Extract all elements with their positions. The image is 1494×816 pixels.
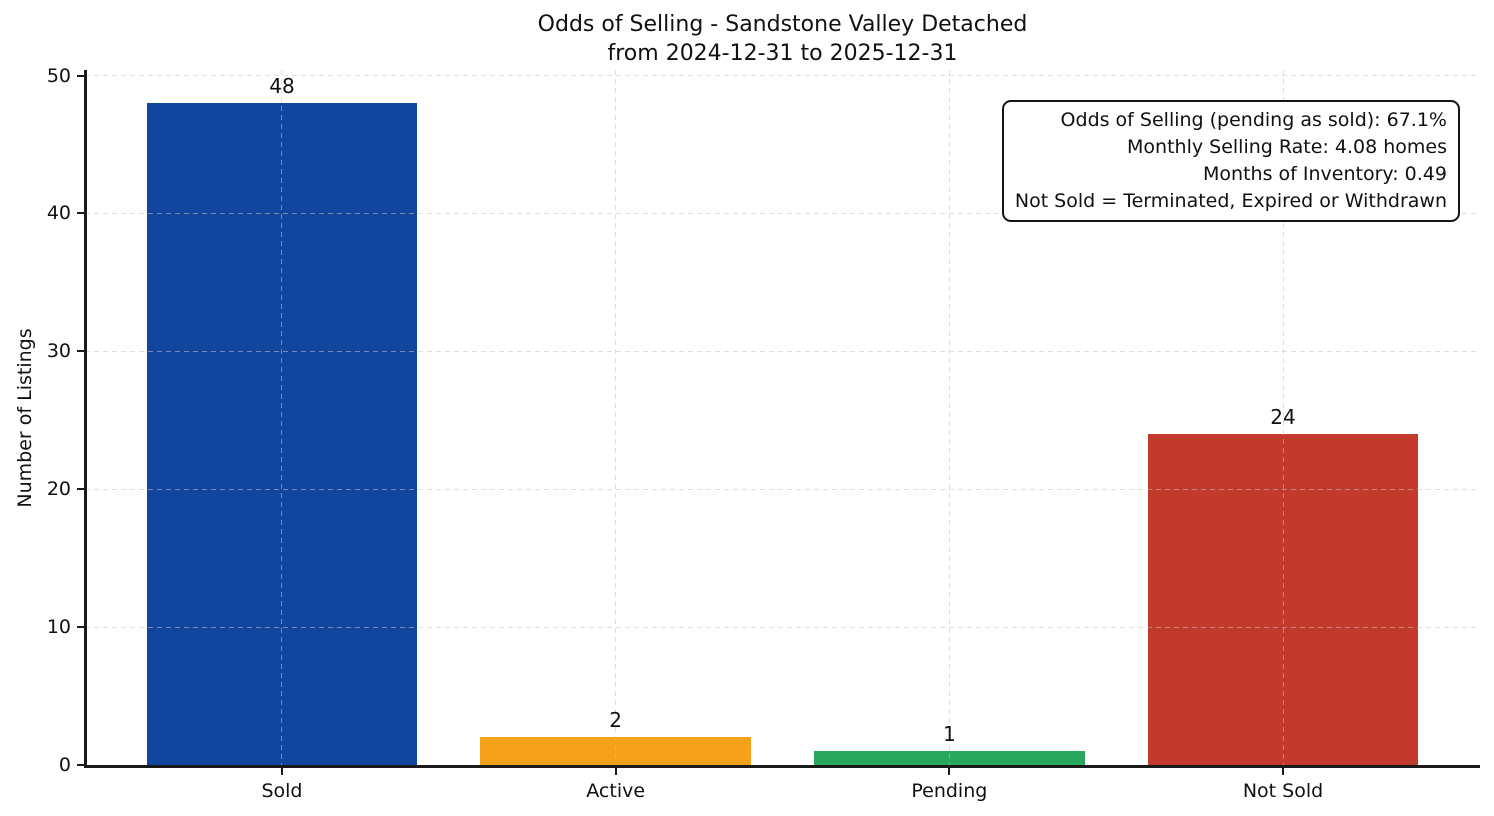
x-tick-label: Not Sold	[1242, 780, 1324, 802]
stat-monthly-selling-rate: Monthly Selling Rate: 4.08 homes	[1127, 136, 1447, 158]
y-axis-tick	[77, 74, 85, 77]
bar-value-label: 2	[609, 708, 623, 733]
x-axis-tick	[948, 767, 951, 775]
y-axis-tick	[77, 764, 85, 766]
x-tick-label: Pending	[911, 780, 988, 802]
x-axis-tick	[280, 767, 283, 775]
gridline-horizontal	[85, 488, 1480, 490]
y-axis-tick	[77, 626, 85, 629]
chart-title: Odds of Selling - Sandstone Valley Detac…	[85, 10, 1480, 68]
y-axis-tick	[77, 488, 85, 491]
gridline-horizontal	[85, 350, 1480, 352]
y-axis-line	[84, 70, 87, 767]
y-axis-tick	[77, 350, 85, 353]
stat-not-sold-definition: Not Sold = Terminated, Expired or Withdr…	[1014, 190, 1447, 212]
y-tick-label: 20	[46, 478, 71, 501]
y-tick-label: 0	[58, 754, 71, 776]
chart-title-line1: Odds of Selling - Sandstone Valley Detac…	[537, 12, 1028, 37]
bar-value-label: 48	[269, 74, 295, 99]
bar-value-label: 24	[1270, 405, 1296, 430]
y-tick-label: 30	[46, 340, 71, 363]
chart-title-line2: from 2024-12-31 to 2025-12-31	[607, 41, 958, 66]
gridline-vertical	[281, 70, 283, 765]
y-tick-label: 10	[46, 616, 71, 639]
x-axis-tick	[614, 767, 617, 775]
x-axis-tick	[1282, 767, 1285, 775]
stat-odds-of-selling: Odds of Selling (pending as sold): 67.1%	[1060, 109, 1447, 131]
gridline-horizontal	[85, 75, 1480, 77]
gridline-vertical	[1282, 70, 1284, 765]
x-axis-line	[84, 765, 1480, 768]
x-tick-label: Sold	[261, 780, 303, 802]
x-tick-label: Active	[586, 780, 646, 802]
stat-months-of-inventory: Months of Inventory: 0.49	[1203, 163, 1447, 185]
gridline-vertical	[615, 70, 617, 765]
gridline-horizontal	[85, 626, 1480, 628]
gridline-vertical	[948, 70, 950, 765]
gridline-horizontal	[85, 212, 1480, 214]
y-tick-label: 40	[46, 202, 71, 225]
stats-annotation-box: Odds of Selling (pending as sold): 67.1%…	[1001, 100, 1460, 222]
y-axis-tick	[77, 212, 85, 215]
bar-value-label: 1	[942, 722, 956, 747]
plot-area: 48 2 1 24	[85, 70, 1480, 765]
y-tick-label: 50	[46, 64, 71, 87]
